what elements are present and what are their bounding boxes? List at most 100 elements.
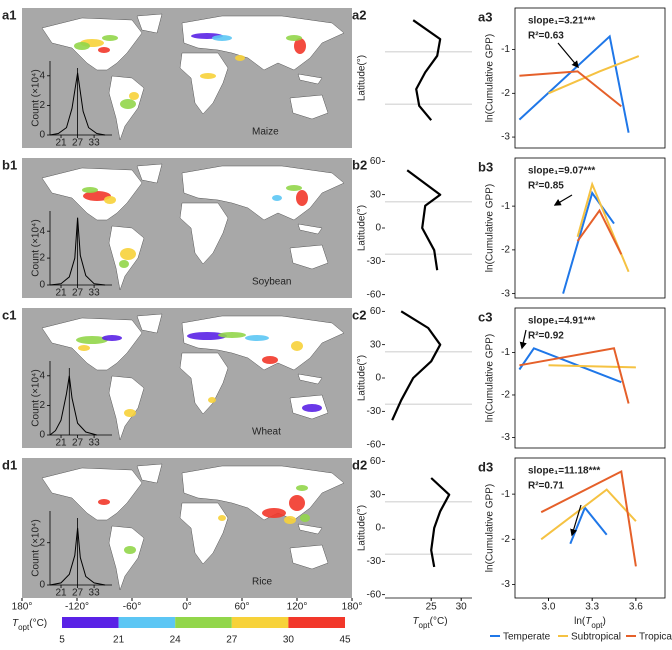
crop-area: [218, 332, 246, 338]
slope-annotation: slope₁=4.91***: [528, 316, 595, 327]
crop-area: [200, 73, 216, 79]
y-tick-label: 60: [370, 306, 382, 317]
arrow: [553, 194, 573, 206]
inset-x-tick-label: 27: [72, 588, 84, 599]
inset-y-tick-label: 0: [39, 280, 45, 291]
crop-area: [212, 35, 232, 41]
crop-area: [76, 336, 108, 344]
legend-label: Temperate: [503, 632, 551, 643]
panel-label: b2: [352, 157, 367, 172]
inset-y-tick-label: 0: [39, 430, 45, 441]
panel-label: d1: [2, 457, 17, 472]
inset-histogram-line: [49, 72, 106, 136]
crop-area: [102, 35, 118, 41]
inset-x-tick-label: 21: [55, 138, 67, 149]
colorbar-segment: [231, 617, 289, 628]
y-axis-label: Latitude(°): [357, 355, 368, 401]
x-axis-label-pre: ln(: [574, 616, 586, 627]
y-tick-label: -1: [501, 489, 510, 500]
y-tick-label: -2: [501, 534, 510, 545]
inset-y-label: Count (×10⁴): [31, 219, 42, 276]
colorbar-segment: [118, 617, 176, 628]
crop-area: [302, 404, 322, 412]
inset-y-tick-label: 4: [39, 370, 45, 381]
lon-tick-label: -120°: [65, 602, 89, 613]
arrow: [519, 329, 527, 350]
y-axis-label: ln(Cumulative GPP): [485, 334, 496, 422]
x-axis-label-sub: opt: [419, 621, 431, 630]
inset-x-tick-label: 21: [55, 438, 67, 449]
r2-annotation: R²=0.71: [528, 481, 564, 492]
panel-label: c1: [2, 307, 16, 322]
y-tick-label: -1: [501, 347, 510, 358]
y-tick-label: -60: [367, 289, 382, 300]
y-tick-label: -2: [501, 88, 510, 99]
x-tick-label: 3.3: [585, 602, 599, 613]
y-tick-label: -1: [501, 44, 510, 55]
y-tick-label: -1: [501, 201, 510, 212]
colorbar-tick-label: 45: [339, 635, 351, 646]
y-tick-label: 0: [375, 223, 381, 234]
trend-line: [518, 347, 622, 384]
crop-area: [104, 196, 116, 204]
panel-label: a3: [478, 9, 492, 24]
trend-line: [576, 208, 623, 255]
panel-label: d2: [352, 457, 367, 472]
trend-line: [519, 70, 622, 108]
x-tick-label: 3.0: [542, 602, 556, 613]
y-tick-label: 0: [375, 373, 381, 384]
crop-area: [120, 248, 136, 260]
y-axis-label: ln(Cumulative GPP): [485, 34, 496, 122]
crop-area: [291, 341, 303, 351]
trend-line: [540, 469, 637, 567]
colorbar-tick-label: 21: [113, 635, 125, 646]
y-tick-label: 30: [370, 489, 382, 500]
inset-x-tick-label: 21: [55, 588, 67, 599]
crop-area: [124, 546, 136, 554]
inset-x-tick-label: 21: [55, 288, 67, 299]
y-axis-label: Latitude(°): [357, 205, 368, 251]
x-axis-label-post: ): [603, 616, 606, 627]
legend-label: Tropical: [639, 632, 672, 643]
plot-frame: [514, 7, 666, 149]
r2-annotation: R²=0.63: [528, 31, 564, 42]
crop-area: [300, 514, 310, 522]
y-axis-label: ln(Cumulative GPP): [485, 484, 496, 572]
x-axis-label-sub: opt: [591, 621, 603, 630]
crop-area: [98, 499, 110, 505]
panel-label: c2: [352, 307, 366, 322]
inset-y-label: Count (×10⁴): [31, 69, 42, 126]
inset-y-tick-label: 2: [39, 100, 45, 111]
y-axis-label: ln(Cumulative GPP): [485, 184, 496, 272]
crop-area: [235, 55, 245, 61]
y-tick-label: -3: [501, 132, 510, 143]
inset-x-tick-label: 33: [89, 138, 101, 149]
inset-histogram-line: [49, 375, 97, 436]
arrow: [557, 42, 579, 69]
crop-area: [286, 35, 302, 41]
crop-area: [208, 397, 216, 403]
y-axis-label: Latitude(°): [357, 505, 368, 551]
colorbar-label-post: (°C): [29, 618, 47, 629]
trend-line: [576, 181, 630, 273]
y-tick-label: -2: [501, 390, 510, 401]
inset-histogram-line: [49, 527, 106, 586]
colorbar-tick-label: 30: [283, 635, 295, 646]
inset-y-tick-label: 2: [39, 253, 45, 264]
y-tick-label: -30: [367, 256, 382, 267]
x-tick-label: 3.6: [629, 602, 643, 613]
lon-tick-label: 180°: [12, 602, 33, 613]
lon-tick-label: -60°: [123, 602, 141, 613]
colorbar-label-sub: opt: [18, 623, 30, 632]
inset-x-tick-label: 33: [89, 588, 101, 599]
inset-y-tick-label: 0: [39, 580, 45, 591]
colorbar-tick-label: 24: [170, 635, 182, 646]
x-axis-label-main: T: [585, 616, 592, 627]
crop-area: [129, 92, 139, 100]
crop-area: [286, 185, 302, 191]
trend-line: [519, 347, 630, 404]
inset-y-tick-label: 4: [39, 226, 45, 237]
crop-area: [187, 332, 227, 340]
y-tick-label: -2: [501, 245, 510, 256]
crop-area: [74, 42, 90, 50]
